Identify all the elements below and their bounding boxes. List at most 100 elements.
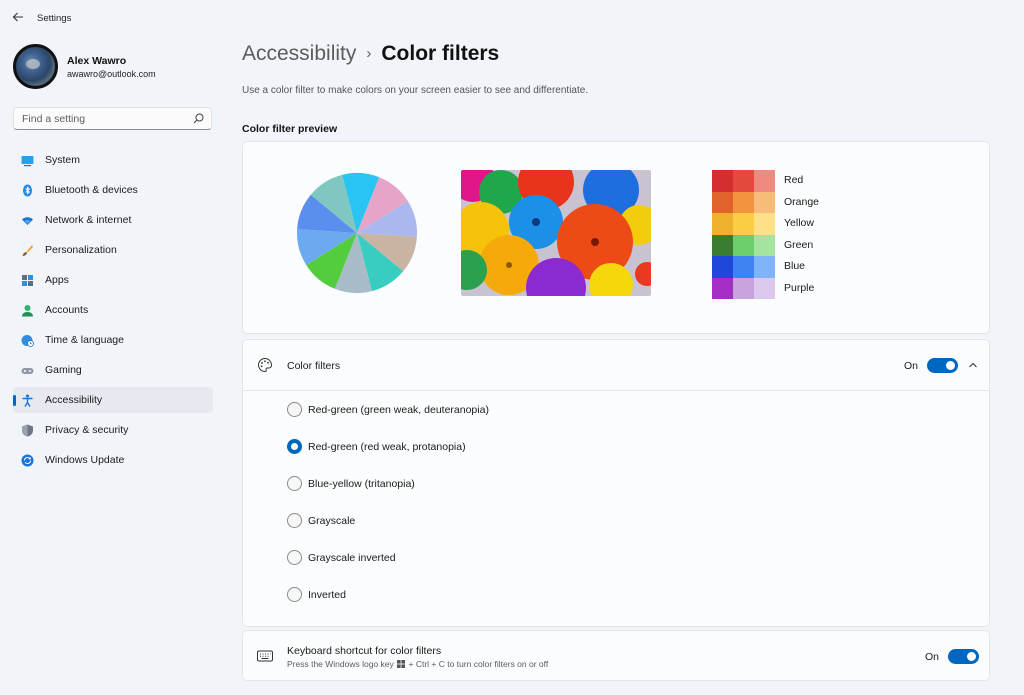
swatch [733,191,754,213]
sidebar-item-label: System [45,154,81,166]
page-description: Use a color filter to make colors on you… [242,85,589,96]
sidebar-item-privacy[interactable]: Privacy & security [13,417,213,443]
swatch [712,256,733,278]
radio-button[interactable] [287,402,302,417]
swatch-row-orange: Orange [712,191,912,213]
sidebar-item-gaming[interactable]: Gaming [13,357,213,383]
pie-slice [334,233,372,293]
color-filters-toggle[interactable] [927,358,958,373]
sidebar-item-accessibility[interactable]: Accessibility [13,387,213,413]
radio-button[interactable] [287,550,302,565]
sidebar-item-label: Apps [45,274,69,286]
swatch [754,170,775,192]
sidebar-item-windows-update[interactable]: Windows Update [13,447,213,473]
radio-button[interactable] [287,476,302,491]
sidebar-item-label: Accounts [45,304,89,316]
paper-fans-photo [461,170,651,296]
sidebar-item-label: Privacy & security [45,424,129,436]
search-placeholder: Find a setting [22,113,86,125]
brush-icon [22,245,33,256]
swatch [712,277,733,299]
search-input[interactable]: Find a setting [13,107,212,130]
sidebar-item-label: Personalization [45,244,117,256]
chevron-up-icon[interactable] [968,360,978,370]
pie-slice [357,233,417,272]
description-text: Press the Windows logo key [287,659,394,669]
accessibility-icon [22,394,33,407]
sidebar-item-network[interactable]: Network & internet [13,207,213,233]
pie-slice [310,174,357,233]
color-swatch-list: Red Orange Yellow Green Blue Purple [712,170,912,299]
title-bar: Settings [0,0,1024,36]
swatch [712,234,733,256]
swatch [754,191,775,213]
breadcrumb: Accessibility › Color filters [242,42,499,66]
swatch [733,277,754,299]
filter-option-grayscale[interactable]: Grayscale [287,513,687,529]
filter-option-tritanopia[interactable]: Blue-yellow (tritanopia) [287,476,687,492]
radio-label: Grayscale [308,515,356,527]
sidebar-item-time-language[interactable]: Time & language [13,327,213,353]
filter-option-inverted[interactable]: Inverted [287,587,687,603]
sidebar-item-accounts[interactable]: Accounts [13,297,213,323]
swatch-label: Red [784,174,804,186]
breadcrumb-parent[interactable]: Accessibility [242,42,357,65]
color-filters-state: On [904,360,919,372]
sidebar-item-label: Network & internet [45,214,132,226]
breadcrumb-separator: › [366,45,372,62]
back-arrow-icon [12,12,23,22]
radio-button[interactable] [287,587,302,602]
swatch [754,277,775,299]
radio-label: Inverted [308,589,346,601]
back-button[interactable] [12,11,26,25]
shield-icon [22,424,33,437]
swatch-row-yellow: Yellow [712,213,912,235]
swatch-label: Blue [784,260,806,272]
color-wheel-image [297,173,417,293]
pie-slice [297,194,357,233]
user-email: awawro@outlook.com [67,69,156,79]
swatch-label: Yellow [784,217,814,229]
sidebar-item-label: Windows Update [45,454,125,466]
radio-label: Red-green (red weak, protanopia) [308,441,466,453]
swatch-row-blue: Blue [712,256,912,278]
color-filters-header[interactable]: Color filters On [243,340,989,391]
color-filters-card: Color filters On Red-green (green weak, … [242,339,990,627]
swatch [733,170,754,192]
palette-icon [258,357,273,373]
sidebar-item-apps[interactable]: Apps [13,267,213,293]
radio-button[interactable] [287,513,302,528]
sidebar-item-label: Time & language [45,334,124,346]
keyboard-shortcut-state: On [925,651,940,663]
sidebar-item-personalization[interactable]: Personalization [13,237,213,263]
pie-slice [297,229,357,266]
swatch [754,213,775,235]
filter-option-deuteranopia[interactable]: Red-green (green weak, deuteranopia) [287,402,687,418]
swatch [712,191,733,213]
filter-option-protanopia[interactable]: Red-green (red weak, protanopia) [287,439,687,455]
color-filters-label: Color filters [287,360,341,372]
sidebar-item-bluetooth[interactable]: Bluetooth & devices [13,177,213,203]
sidebar-nav: System Bluetooth & devices Network & int… [13,147,213,477]
update-icon [21,454,34,467]
swatch [754,256,775,278]
preview-section-title: Color filter preview [242,123,338,135]
app-title: Settings [37,13,72,24]
description-text: + Ctrl + C to turn color filters on or o… [408,659,549,669]
sidebar-item-system[interactable]: System [13,147,213,173]
pie-slice [342,173,380,233]
pie-slice [357,177,408,233]
swatch-label: Green [784,238,814,251]
swatch-row-green: Green [712,234,912,256]
swatch-row-purple: Purple [712,277,912,299]
keyboard-shortcut-toggle[interactable] [948,649,979,664]
globe-clock-icon [21,335,34,347]
radio-button-selected[interactable] [287,439,302,454]
swatch [733,213,754,235]
filter-option-grayscale-inverted[interactable]: Grayscale inverted [287,550,687,566]
avatar[interactable] [13,44,58,89]
swatch [754,234,775,256]
keyboard-icon [257,650,273,662]
search-icon[interactable] [193,113,204,124]
swatch-label: Purple [784,281,815,294]
